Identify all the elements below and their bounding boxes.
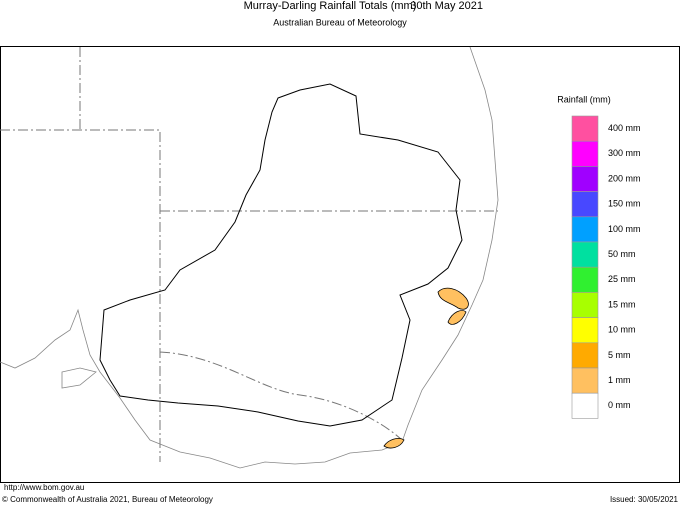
rainfall-area [383, 287, 469, 449]
legend-label: 150 mm [608, 199, 641, 209]
legend-swatch [571, 292, 599, 318]
legend-label: 100 mm [608, 224, 641, 234]
legend-swatch [571, 241, 599, 268]
legend-swatch [571, 140, 599, 167]
legend-swatch [571, 342, 599, 369]
map-subtitle: Australian Bureau of Meteorology [273, 17, 407, 27]
legend-label: 25 mm [608, 274, 636, 284]
legend-label: 0 mm [608, 400, 631, 410]
legend-swatch [571, 367, 599, 394]
footer-url: http://www.bom.gov.au [4, 483, 84, 492]
legend-swatch [571, 191, 599, 218]
state-borders [0, 47, 498, 462]
legend-label: 400 mm [608, 123, 641, 133]
legend-swatch [571, 166, 599, 192]
legend-label: 200 mm [608, 173, 641, 183]
legend: 400 mm 300 mm 200 mm 150 mm 100 mm 50 mm 25 mm… [571, 115, 641, 419]
legend-label: 1 mm [608, 375, 631, 385]
legend-title: Rainfall (mm) [557, 94, 611, 104]
legend-swatch [571, 317, 599, 344]
basin-boundary [99, 83, 463, 427]
legend-swatch [571, 115, 599, 142]
footer-issued: Issued: 30/05/2021 [610, 495, 679, 504]
legend-label: 300 mm [608, 148, 641, 158]
map-title: Murray-Darling Rainfall Totals (mm) [244, 0, 417, 12]
legend-swatch [571, 392, 599, 419]
legend-swatch [571, 216, 599, 243]
map [0, 46, 499, 469]
coastline [0, 46, 499, 469]
legend-swatch [571, 266, 599, 293]
map-date: 30th May 2021 [410, 0, 483, 12]
footer-copyright: © Commonwealth of Australia 2021, Bureau… [2, 495, 213, 504]
legend-label: 15 mm [608, 299, 636, 309]
legend-label: 10 mm [608, 325, 636, 335]
legend-label: 5 mm [608, 350, 631, 360]
legend-label: 50 mm [608, 249, 636, 259]
